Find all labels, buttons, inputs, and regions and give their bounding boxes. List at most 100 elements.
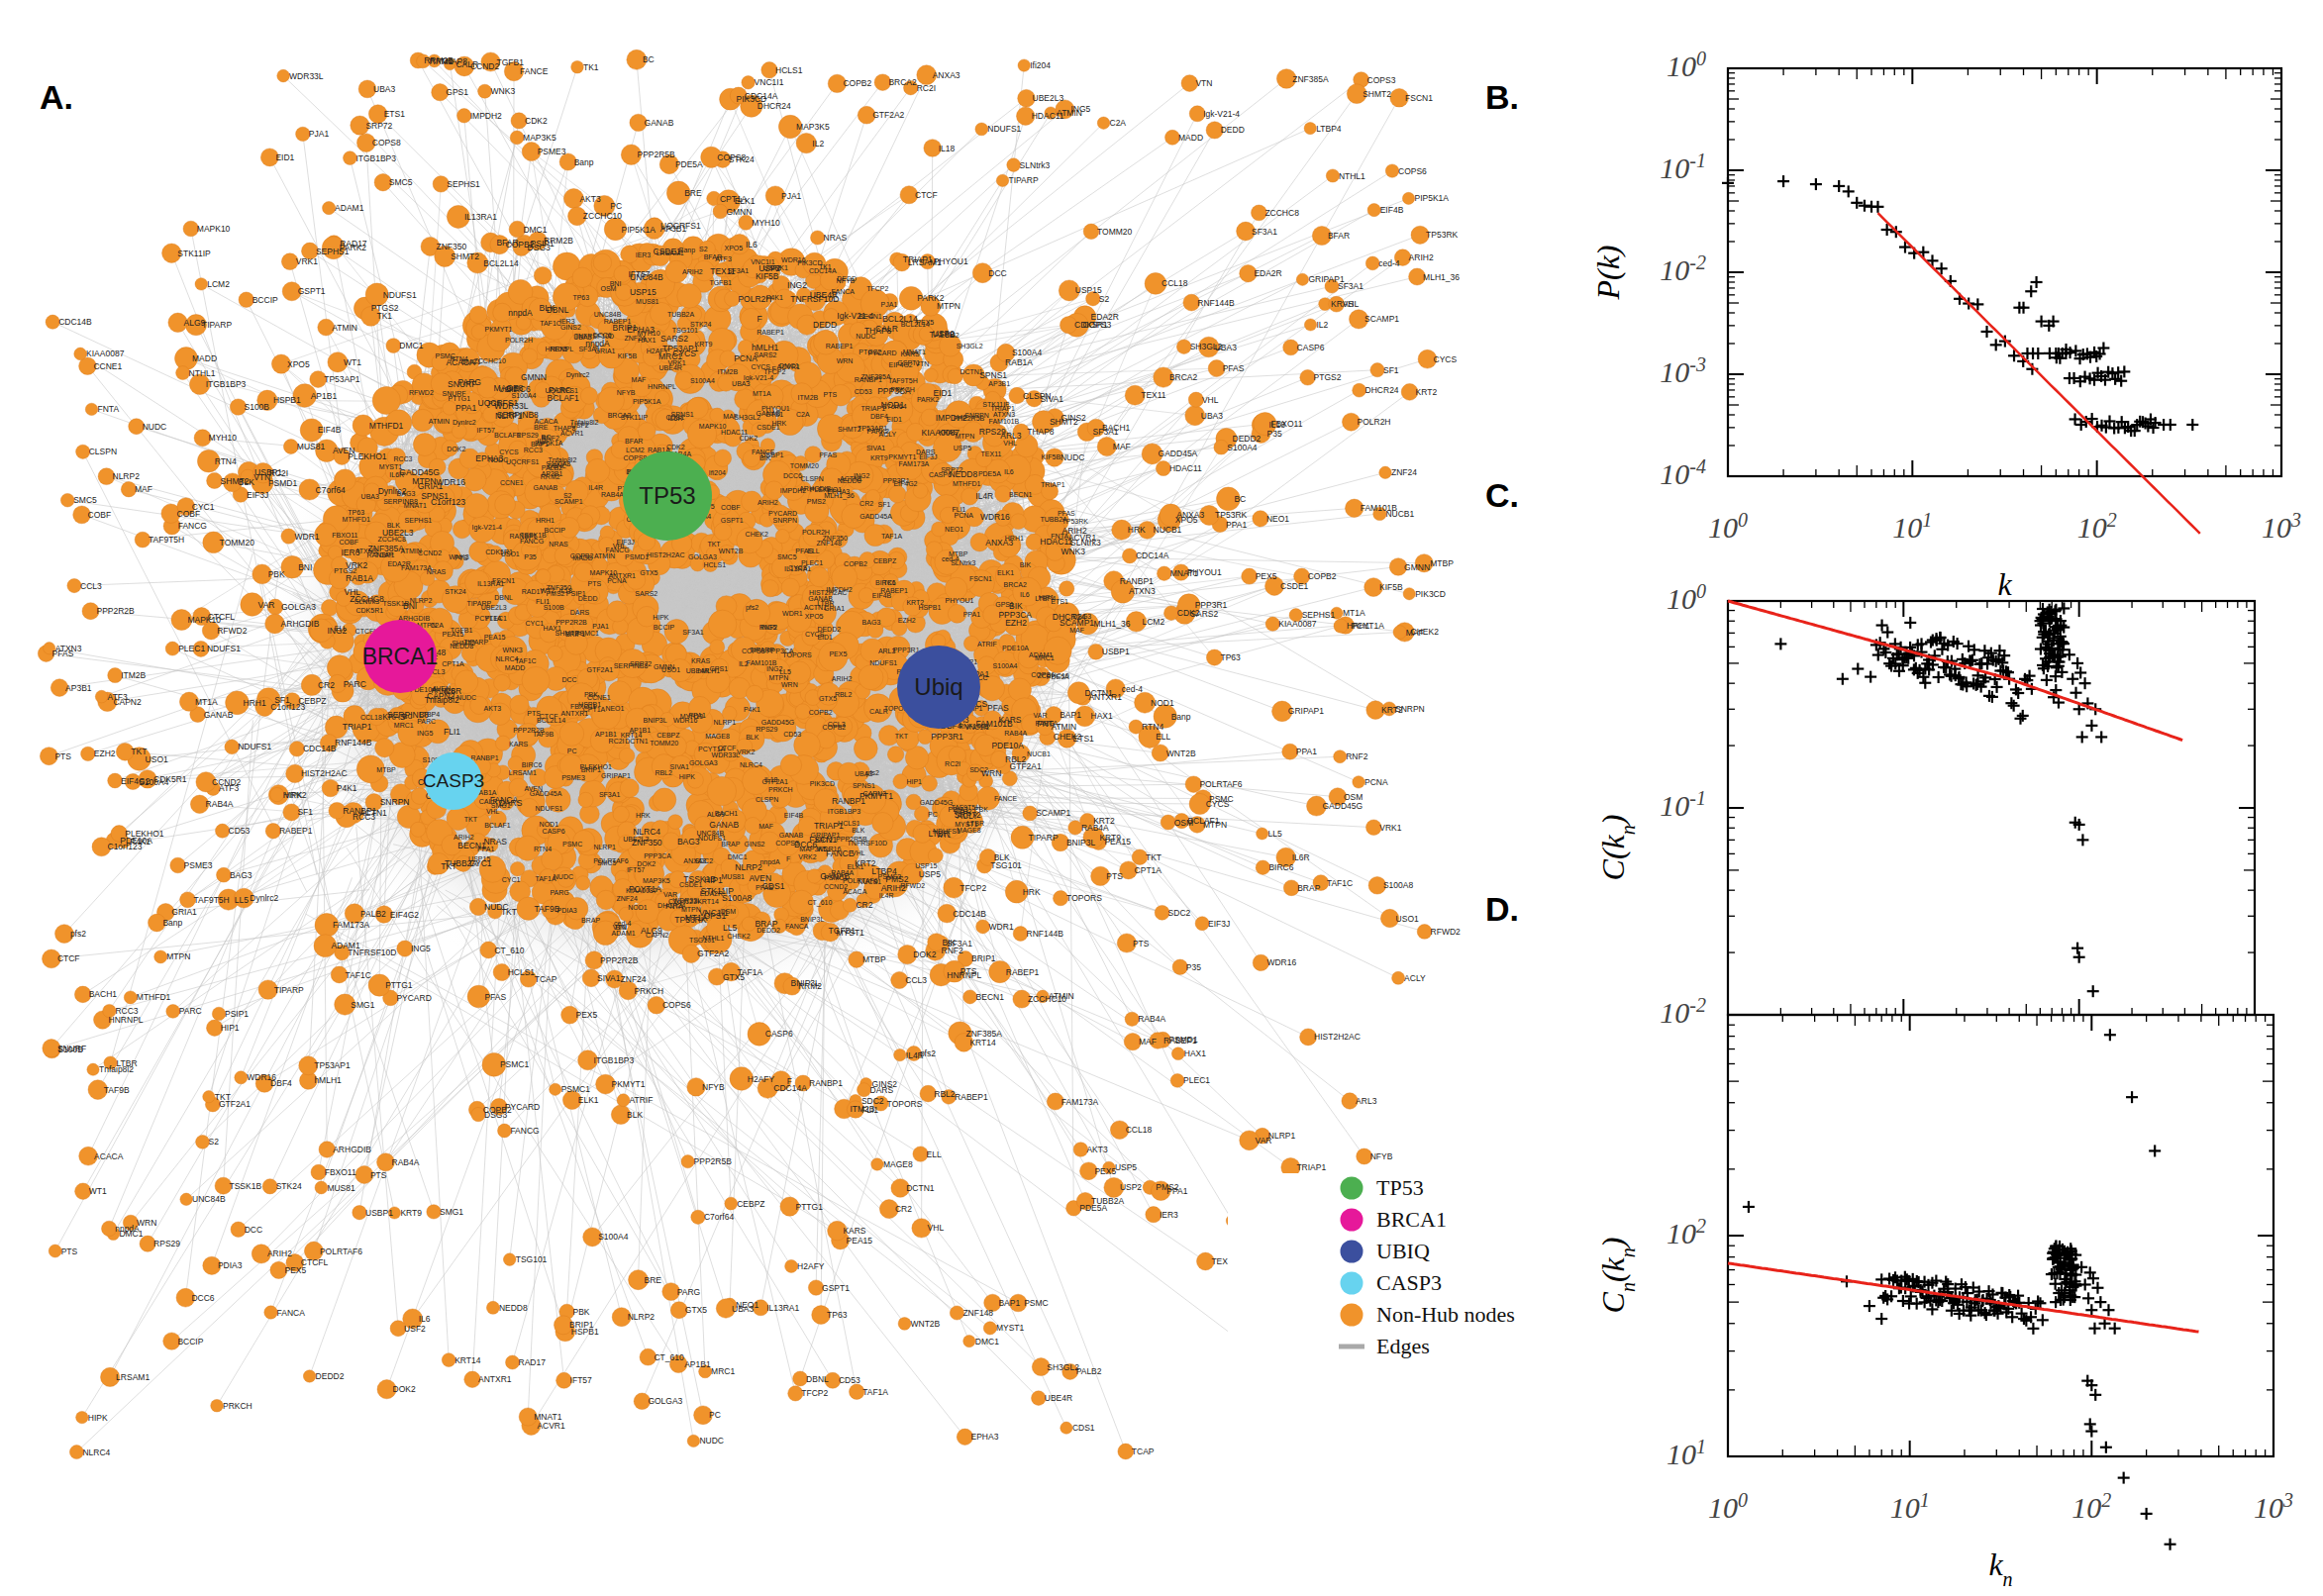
svg-text:KRT2: KRT2 <box>1381 705 1403 715</box>
svg-text:DCTN1: DCTN1 <box>625 738 648 745</box>
svg-text:MTHFD1: MTHFD1 <box>369 421 404 431</box>
svg-text:GMNN: GMNN <box>521 372 547 382</box>
svg-text:TKT: TKT <box>895 733 909 740</box>
svg-text:PSME3: PSME3 <box>878 873 902 880</box>
svg-text:WDR16: WDR16 <box>247 1072 276 1082</box>
svg-text:LL5: LL5 <box>779 668 791 675</box>
svg-text:RANBP1: RANBP1 <box>343 806 376 816</box>
svg-text:SIVA1: SIVA1 <box>866 445 885 451</box>
svg-text:ELL: ELL <box>335 625 348 632</box>
svg-text:TOMM20: TOMM20 <box>650 740 678 747</box>
svg-text:WDR16: WDR16 <box>673 717 698 724</box>
svg-text:VAR: VAR <box>1256 1136 1272 1146</box>
svg-text:VNC1I1: VNC1I1 <box>755 77 784 87</box>
svg-text:CASP6: CASP6 <box>1297 343 1325 352</box>
svg-text:TOPORS: TOPORS <box>1066 893 1102 903</box>
svg-text:SHMT2: SHMT2 <box>1050 417 1078 427</box>
svg-text:ATF3: ATF3 <box>715 255 732 262</box>
svg-text:nnpdA: nnpdA <box>759 858 780 866</box>
svg-text:P4K1: P4K1 <box>766 294 783 301</box>
svg-text:GSPT1: GSPT1 <box>822 1283 850 1293</box>
svg-text:NEO1: NEO1 <box>605 705 624 712</box>
svg-text:BC: BC <box>403 713 413 720</box>
svg-text:RFWD2: RFWD2 <box>409 389 434 396</box>
svg-text:NUDC: NUDC <box>554 873 573 880</box>
svg-text:F: F <box>771 365 775 372</box>
svg-text:MADD: MADD <box>192 353 217 363</box>
svg-text:PHYOU1: PHYOU1 <box>934 256 968 266</box>
svg-text:ZNF148: ZNF148 <box>962 1308 993 1318</box>
svg-text:FANCA: FANCA <box>785 923 809 930</box>
svg-text:CEBPZ: CEBPZ <box>656 732 680 739</box>
svg-text:PSMC1: PSMC1 <box>500 1059 530 1069</box>
svg-text:HIST2H2AC: HIST2H2AC <box>647 551 685 558</box>
svg-text:PSME3: PSME3 <box>538 147 566 156</box>
svg-text:DMC1: DMC1 <box>975 1337 999 1347</box>
svg-text:BCL2L14: BCL2L14 <box>537 717 565 724</box>
svg-text:SIVA1: SIVA1 <box>597 973 621 983</box>
svg-text:PDE5A: PDE5A <box>978 470 1001 477</box>
svg-text:BFAR: BFAR <box>1328 231 1350 241</box>
svg-text:pfs2: pfs2 <box>746 604 758 612</box>
svg-text:PDE5A: PDE5A <box>675 159 703 169</box>
svg-text:BRE: BRE <box>534 424 549 431</box>
svg-text:TSG101: TSG101 <box>689 937 715 944</box>
svg-text:USP5: USP5 <box>919 869 941 879</box>
svg-text:PSMC1: PSMC1 <box>575 630 599 637</box>
svg-text:CCNE1: CCNE1 <box>93 361 122 371</box>
svg-text:GRIA1: GRIA1 <box>595 348 616 354</box>
svg-text:DCC: DCC <box>988 268 1006 278</box>
svg-text:WT1: WT1 <box>89 1186 107 1196</box>
svg-text:AP1B1: AP1B1 <box>595 731 617 738</box>
svg-text:PTS: PTS <box>824 391 838 398</box>
svg-text:GANAB: GANAB <box>204 710 234 720</box>
svg-text:RNF2: RNF2 <box>1346 751 1367 761</box>
svg-text:PPA1: PPA1 <box>477 846 494 852</box>
svg-text:MADD: MADD <box>1178 133 1203 143</box>
svg-text:PMS2: PMS2 <box>807 498 826 505</box>
svg-text:PARC: PARC <box>417 718 436 725</box>
svg-text:TCAP: TCAP <box>375 551 394 558</box>
svg-text:SLNtrk3: SLNtrk3 <box>354 598 379 605</box>
svg-text:ATMIN: ATMIN <box>594 552 615 559</box>
svg-text:MTBP: MTBP <box>949 550 968 557</box>
svg-text:AP3B1: AP3B1 <box>65 683 92 693</box>
svg-text:COPS6: COPS6 <box>1398 166 1427 176</box>
svg-text:GRIPAP1: GRIPAP1 <box>1288 706 1324 716</box>
svg-text:PJA1: PJA1 <box>881 301 898 308</box>
svg-text:RNF144B: RNF144B <box>335 738 372 748</box>
svg-text:LCM2: LCM2 <box>626 447 645 453</box>
svg-text:MTPN: MTPN <box>166 951 190 961</box>
svg-text:S100A8: S100A8 <box>722 893 753 903</box>
svg-text:UBE2L3: UBE2L3 <box>623 836 649 843</box>
svg-text:CR2: CR2 <box>895 1204 912 1214</box>
svg-text:ANXA3: ANXA3 <box>683 857 706 864</box>
svg-text:UBA3: UBA3 <box>361 493 379 500</box>
svg-text:PCNA: PCNA <box>1364 777 1388 787</box>
svg-text:CCL18: CCL18 <box>1126 1125 1153 1135</box>
svg-text:KRT9: KRT9 <box>1099 833 1121 843</box>
svg-text:RABEP1: RABEP1 <box>1163 1036 1197 1046</box>
svg-text:FSCN1: FSCN1 <box>1405 93 1433 103</box>
svg-text:P4K1: P4K1 <box>744 706 760 713</box>
svg-text:CTCF: CTCF <box>57 953 80 963</box>
svg-text:ATMIN: ATMIN <box>1049 991 1074 1001</box>
svg-text:BRCA2: BRCA2 <box>608 412 631 419</box>
svg-text:BLK: BLK <box>239 477 254 487</box>
svg-text:RFWD2: RFWD2 <box>1431 927 1461 937</box>
svg-text:PHYOU1: PHYOU1 <box>946 597 974 604</box>
svg-text:TK1: TK1 <box>377 311 393 321</box>
svg-text:PPP3CA: PPP3CA <box>998 610 1032 620</box>
svg-text:VHL: VHL <box>613 543 627 549</box>
svg-text:RC2I: RC2I <box>917 83 936 93</box>
svg-text:NUDC: NUDC <box>456 694 476 701</box>
svg-text:CDK5R1: CDK5R1 <box>1074 320 1108 330</box>
svg-text:DBNL: DBNL <box>806 1374 829 1384</box>
svg-text:ALG9: ALG9 <box>707 811 725 818</box>
svg-text:COPB2: COPB2 <box>570 552 594 559</box>
svg-text:UBA3: UBA3 <box>732 1304 754 1314</box>
svg-text:RANBP1: RANBP1 <box>855 376 882 383</box>
svg-text:NDUFS1: NDUFS1 <box>207 644 241 653</box>
svg-text:S2: S2 <box>699 246 708 252</box>
svg-text:SNRPN: SNRPN <box>380 797 410 807</box>
